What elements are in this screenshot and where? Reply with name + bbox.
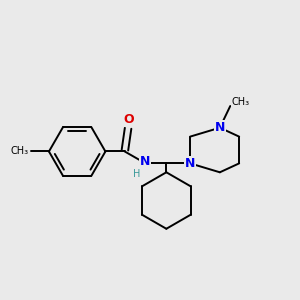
Text: O: O xyxy=(123,113,134,126)
Text: CH₃: CH₃ xyxy=(10,146,28,157)
Text: CH₃: CH₃ xyxy=(232,98,250,107)
Text: N: N xyxy=(140,155,150,168)
Text: N: N xyxy=(215,121,225,134)
Text: N: N xyxy=(185,157,195,170)
Text: H: H xyxy=(133,169,140,179)
